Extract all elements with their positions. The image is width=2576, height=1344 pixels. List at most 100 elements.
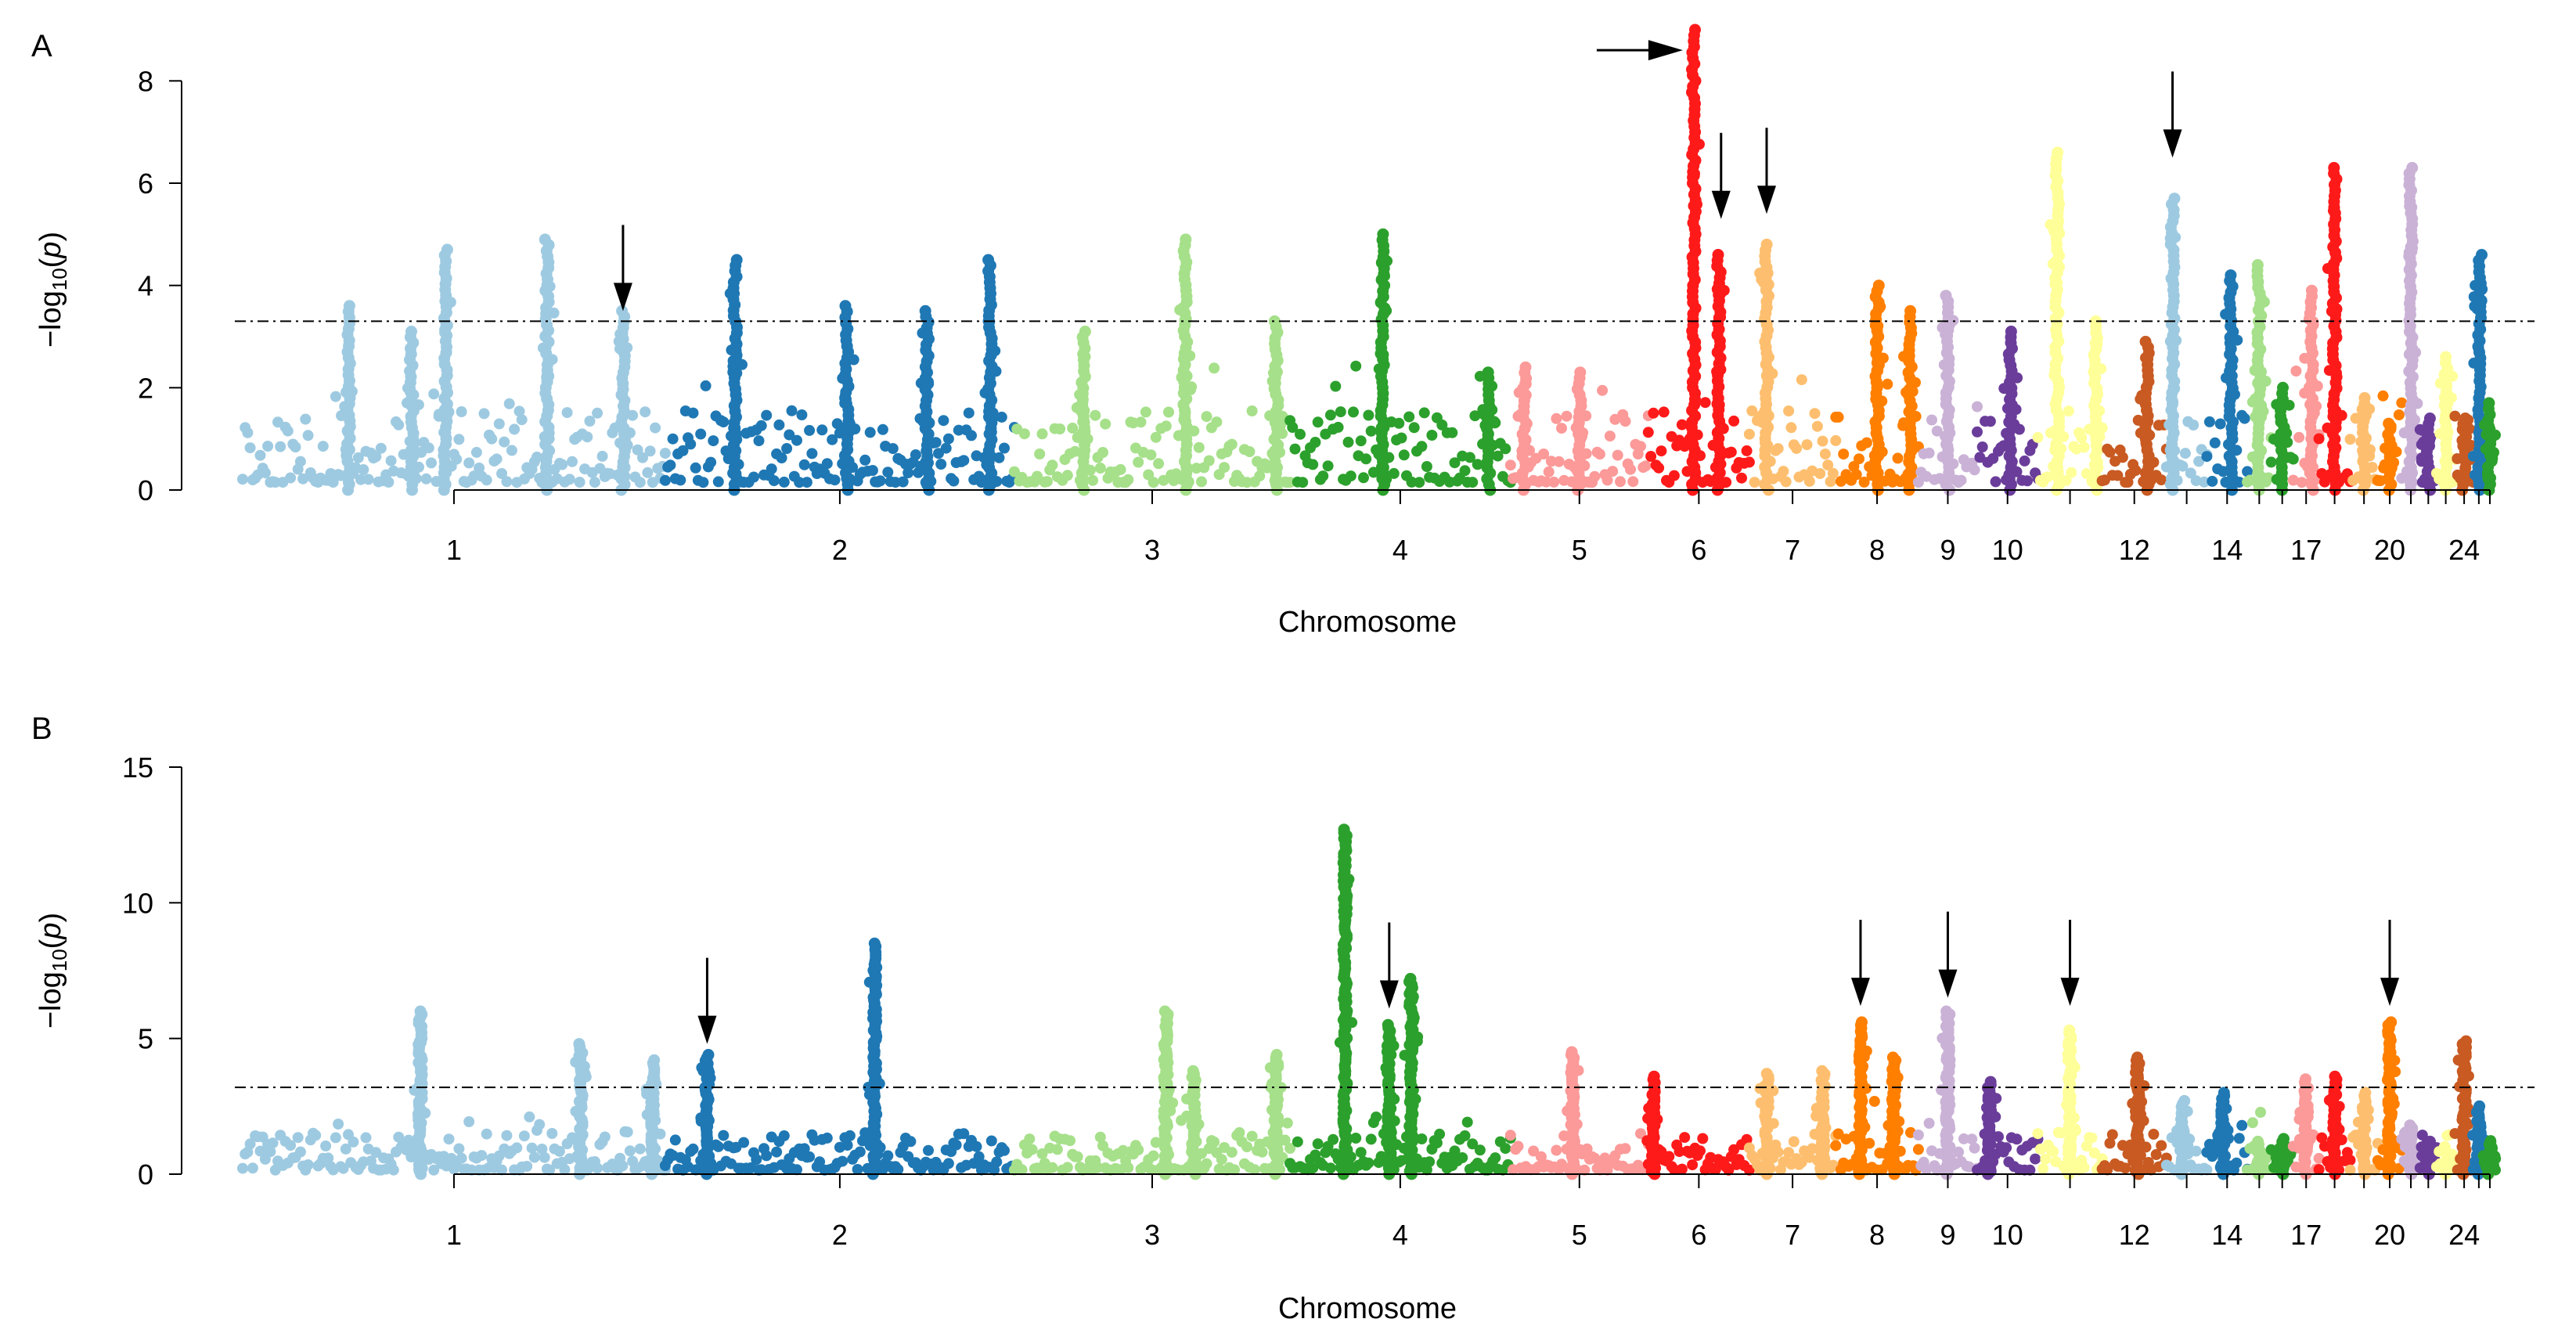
data-point: [254, 449, 266, 461]
data-point: [506, 445, 517, 456]
data-point: [1861, 437, 1872, 449]
peak-point: [837, 373, 848, 384]
x-tick-label: 6: [1691, 534, 1706, 566]
peak-point: [2232, 334, 2243, 346]
data-point: [501, 1130, 513, 1141]
data-point: [1094, 463, 1106, 474]
peak-point: [1861, 1045, 1872, 1057]
data-point: [1069, 445, 1081, 457]
peak-point: [1180, 233, 1192, 246]
peak-point: [1267, 1126, 1279, 1138]
x-tick-label: 12: [2119, 534, 2150, 566]
data-point: [1008, 466, 1020, 477]
data-point: [996, 411, 1007, 423]
data-point: [1209, 362, 1220, 374]
peak-point: [2211, 1137, 2223, 1148]
peak-point: [2251, 259, 2264, 271]
data-point: [561, 407, 573, 419]
data-point: [1312, 1138, 1324, 1150]
peak-point: [2068, 1112, 2080, 1123]
data-point: [1072, 1151, 1083, 1162]
data-point: [1297, 477, 1309, 488]
data-point: [1785, 422, 1797, 434]
peak-point: [1404, 972, 1417, 985]
data-point: [1061, 470, 1073, 481]
data-point: [1772, 443, 1784, 455]
data-point: [2290, 366, 2302, 377]
peak-point: [1383, 1067, 1395, 1079]
data-point: [776, 452, 787, 463]
data-point: [1892, 452, 1904, 464]
data-point: [1416, 441, 1428, 452]
data-point: [1676, 1163, 1688, 1175]
x-tick-label: 20: [2374, 534, 2405, 566]
peak-point: [2054, 228, 2066, 240]
peak-point: [2258, 296, 2270, 308]
peak-point: [2476, 249, 2488, 261]
data-point: [1163, 406, 1174, 418]
data-point: [1736, 472, 1747, 484]
peak-point: [2167, 274, 2179, 286]
data-point: [463, 457, 475, 469]
data-point: [773, 419, 785, 431]
data-point: [1814, 468, 1826, 479]
peak-point: [1184, 350, 1196, 362]
data-point: [1211, 416, 1223, 428]
peak-point: [1412, 1031, 1424, 1043]
x-tick-label: 7: [1785, 534, 1800, 566]
data-point: [1803, 475, 1815, 487]
data-point: [2190, 475, 2202, 487]
peak-point: [1266, 375, 1278, 387]
data-point: [1699, 397, 1711, 409]
data-point: [387, 1164, 399, 1176]
data-point: [991, 1156, 1003, 1168]
data-point: [831, 418, 843, 430]
peak-point: [2459, 413, 2472, 424]
peak-point: [1940, 290, 1952, 302]
peak-point: [2139, 336, 2152, 348]
data-point: [1158, 474, 1169, 486]
peak-point: [1334, 1036, 1346, 1048]
data-point: [1424, 1156, 1436, 1168]
data-point: [348, 1136, 359, 1148]
data-point: [1345, 470, 1356, 482]
peak-point: [414, 1117, 426, 1129]
peak-point: [2483, 397, 2495, 409]
data-point: [1974, 452, 1986, 463]
x-tick-label: 24: [2448, 534, 2480, 566]
data-point: [1655, 445, 1667, 457]
peak-point: [1767, 1118, 1779, 1130]
data-point: [1743, 428, 1755, 440]
peak-point: [1079, 326, 1091, 337]
data-point: [1545, 456, 1557, 467]
chromosome-12-points: [2096, 336, 2172, 496]
peak-point: [1907, 386, 1918, 398]
chromosome-8-points: [1830, 279, 1924, 496]
chromosome-8-points: [1830, 1016, 1924, 1180]
data-point: [1969, 1142, 1980, 1154]
chromosome-12-points: [2096, 1051, 2172, 1180]
peak-point: [2260, 376, 2272, 387]
peak-point: [1574, 366, 1587, 379]
peak-point: [1388, 1040, 1400, 1051]
peak-point: [2095, 363, 2107, 375]
data-point: [659, 448, 671, 459]
peak-point: [414, 1005, 427, 1018]
data-point: [509, 423, 521, 435]
data-point: [518, 1130, 530, 1142]
peak-point: [546, 354, 558, 366]
peak-point: [2171, 1125, 2183, 1137]
data-point: [1335, 406, 1346, 418]
data-point: [385, 455, 397, 467]
data-point: [420, 473, 432, 485]
peak-point: [1816, 1065, 1828, 1077]
data-point: [451, 453, 463, 465]
data-point: [2022, 475, 2033, 487]
data-point: [1931, 425, 1943, 437]
peak-point: [2252, 1155, 2264, 1167]
peak-point: [1694, 139, 1705, 150]
data-point: [1295, 428, 1306, 440]
data-point: [456, 1152, 467, 1164]
peak-point: [2385, 1016, 2398, 1029]
data-point: [938, 415, 949, 427]
